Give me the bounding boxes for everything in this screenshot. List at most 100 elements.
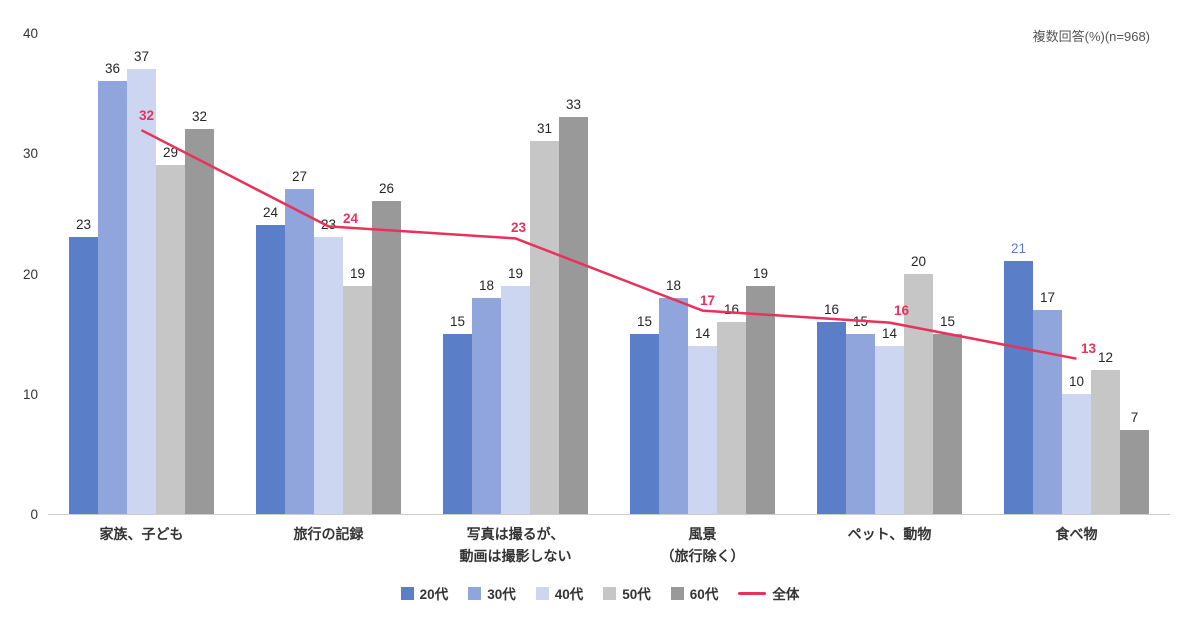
bar-group-5: 21 17 10 12 7 [983,34,1170,514]
bar-value-label: 27 [291,169,308,185]
bar-value-label: 15 [449,313,466,329]
bar-s4-c2 [559,117,588,514]
bar-value-label: 37 [133,49,150,65]
x-category-label-4: ペット、動物 [796,524,983,546]
bar-s1-c4 [846,333,875,514]
legend: 20代 30代 40代 50代 60代 全体 [0,583,1200,603]
legend-swatch-icon [670,586,684,600]
x-label-line: 写真は撮るが、 [466,526,565,542]
bar-group-2: 15 18 19 31 33 [422,34,609,514]
legend-swatch-icon [603,586,617,600]
bar-s2-c2 [501,285,530,514]
legend-swatch-icon [468,586,482,600]
line-value-label: 23 [510,220,527,236]
bar-s3-c5 [1091,369,1120,514]
bar-value-label: 7 [1130,409,1139,425]
bar-value-label: 23 [320,217,337,233]
legend-label: 全体 [772,587,800,602]
x-category-label-5: 食べ物 [983,524,1170,546]
bar-s4-c5 [1120,429,1149,514]
legend-item-0: 20代 [400,583,449,603]
bar-value-label: 20 [910,253,927,269]
overall-line-path [140,129,1077,360]
bar-s0-c1 [256,225,285,514]
bar-s3-c2 [530,141,559,514]
bar-s4-c0 [185,129,214,514]
x-category-label-2: 写真は撮るが、 動画は撮影しない [422,524,609,567]
overall-line [140,129,1077,360]
x-label-line: 食べ物 [1055,526,1098,542]
y-tick-label: 20 [22,266,38,282]
bar-s3-c4 [904,273,933,514]
line-value-label: 13 [1080,340,1097,356]
legend-label: 50代 [622,587,651,602]
bar-value-label: 23 [75,217,92,233]
legend-item-4: 60代 [670,583,719,603]
bar-s0-c0 [69,237,98,514]
bar-s2-c5 [1062,393,1091,514]
chart-note: 複数回答(%)(n=968) [1032,29,1150,44]
bar-s0-c5 [1004,261,1033,514]
bar-s4-c4 [933,333,962,514]
bar-value-label: 18 [478,277,495,293]
x-label-line: 風景 [688,526,717,542]
bar-s2-c3 [688,345,717,514]
bar-s0-c4 [817,321,846,514]
x-category-label-0: 家族、子ども [48,524,235,546]
legend-label: 60代 [689,587,719,602]
legend-item-line: 全体 [738,583,799,603]
bar-s1-c1 [285,189,314,514]
bar-value-label: 19 [752,265,769,281]
x-category-label-1: 旅行の記録 [235,524,422,546]
legend-item-3: 50代 [603,583,651,603]
bar-s1-c5 [1033,309,1062,514]
bar-group-3: 15 18 14 16 19 [609,34,796,514]
bar-value-label: 16 [823,301,840,317]
line-value-label: 24 [342,211,359,227]
bar-value-label: 24 [262,205,279,221]
x-label-line: 動画は撮影しない [459,547,572,564]
bar-s0-c2 [443,333,472,514]
y-tick-label: 30 [22,146,38,162]
bar-s1-c2 [472,297,501,514]
line-value-label: 17 [699,292,716,308]
bar-value-label: 21 [1010,241,1027,257]
bar-s2-c1 [314,237,343,514]
legend-swatch-icon [400,586,414,600]
line-value-label: 32 [138,108,155,124]
bar-value-label: 15 [636,313,653,329]
legend-item-2: 40代 [535,583,584,603]
bar-group-1: 24 27 23 19 26 [235,34,422,514]
bar-value-label: 17 [1039,289,1056,305]
bar-value-label: 32 [191,109,208,125]
legend-label: 30代 [487,587,516,602]
bar-s4-c3 [746,285,775,514]
bar-value-label: 29 [162,145,179,161]
x-label-line: 家族、子ども [99,526,184,542]
bar-value-label: 31 [536,121,553,137]
bar-s1-c0 [98,81,127,514]
bar-value-label: 19 [507,265,524,281]
bar-s0-c3 [630,333,659,514]
bar-value-label: 14 [881,325,898,341]
bar-value-label: 10 [1068,373,1085,389]
legend-label: 40代 [554,587,584,602]
bar-value-label: 14 [694,325,711,341]
legend-item-1: 30代 [468,583,516,603]
bar-value-label: 36 [104,61,121,77]
legend-swatch-icon [535,586,549,600]
bar-value-label: 12 [1097,349,1114,365]
legend-label: 20代 [419,587,449,602]
bar-group-0: 23 36 37 29 32 [48,34,235,514]
bar-s4-c1 [372,201,401,514]
bar-s3-c0 [156,165,185,514]
x-label-line: （旅行除く） [660,547,745,564]
bar-s1-c3 [659,297,688,514]
x-category-label-3: 風景 （旅行除く） [609,524,796,567]
line-value-label: 16 [893,302,910,318]
bar-value-label: 19 [349,265,366,281]
bar-s2-c0 [127,69,156,514]
bar-value-label: 18 [665,277,682,293]
